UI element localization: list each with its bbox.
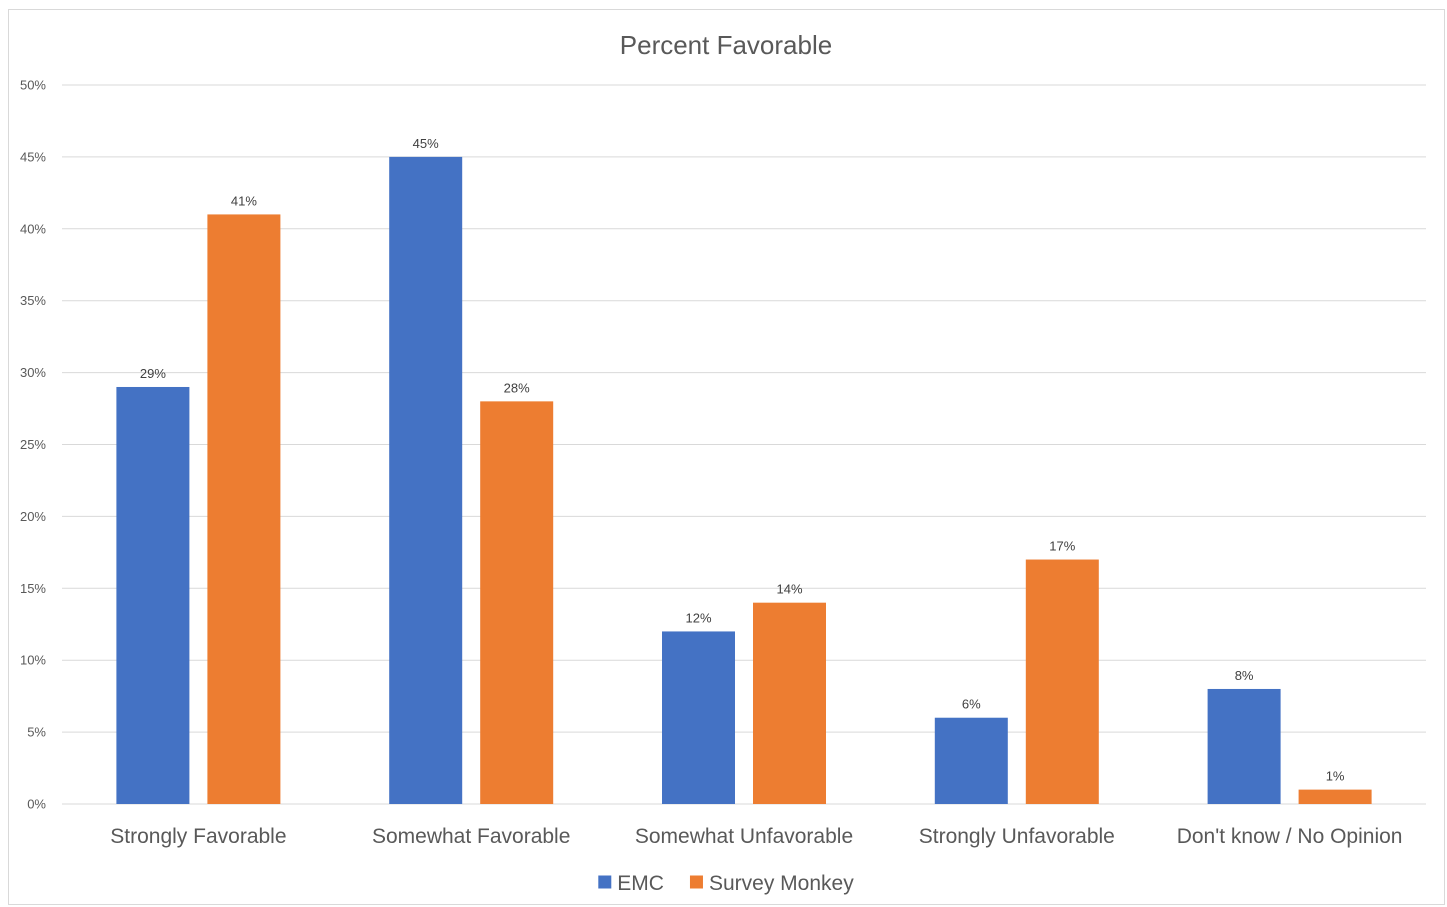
category-label: Strongly Favorable [110,825,286,848]
bar-emc-0 [116,386,190,804]
bar-survey-monkey-2 [753,602,826,804]
gridlines [62,84,1426,805]
data-label: 1% [1326,769,1345,784]
data-label: 41% [231,193,257,208]
data-label: 6% [962,697,981,712]
chart-title: Percent Favorable [620,30,832,60]
legend-label-survey-monkey: Survey Monkey [709,872,854,895]
y-tick-label-10: 10% [20,653,46,668]
y-tick-label-40: 40% [20,221,46,236]
legend: EMC Survey Monkey [598,872,854,895]
bars [116,156,1372,805]
data-labels: 29% 41% 45% 28% 12% 14% 6% 17% 8% 1% [140,136,1345,784]
y-tick-label-0: 0% [27,797,46,812]
legend-label-emc: EMC [617,872,664,895]
data-label: 17% [1049,539,1075,554]
data-label: 8% [1235,668,1254,683]
bar-emc-3 [934,717,1008,804]
data-label: 14% [776,582,802,597]
data-label: 12% [685,610,711,625]
bar-survey-monkey-4 [1298,789,1372,804]
bar-survey-monkey-3 [1025,559,1099,804]
legend-swatch-emc [598,875,612,889]
y-tick-label-25: 25% [20,437,46,452]
category-label: Somewhat Unfavorable [635,825,853,848]
legend-swatch-survey-monkey [689,875,703,889]
y-tick-label-35: 35% [20,293,46,308]
y-tick-label-30: 30% [20,365,46,380]
category-label: Don't know / No Opinion [1177,825,1403,848]
bar-emc-2 [662,631,735,804]
y-axis-tick-labels: 0% 5% 10% 15% 20% 25% 30% 35% 40% 45% 50% [20,78,46,812]
y-tick-label-15: 15% [20,581,46,596]
category-label: Somewhat Favorable [372,825,570,848]
bar-emc-1 [389,156,463,804]
bar-survey-monkey-0 [207,214,281,805]
category-label: Strongly Unfavorable [919,825,1115,848]
y-tick-label-45: 45% [20,149,46,164]
data-label: 29% [140,366,166,381]
data-label: 28% [504,380,530,395]
bar-survey-monkey-1 [480,401,554,804]
y-tick-label-20: 20% [20,509,46,524]
y-tick-label-5: 5% [27,725,46,740]
data-label: 45% [413,136,439,151]
bar-emc-4 [1207,688,1281,804]
x-axis-category-labels: Strongly Favorable Somewhat Favorable Some… [110,825,1402,848]
y-tick-label-50: 50% [20,78,46,93]
